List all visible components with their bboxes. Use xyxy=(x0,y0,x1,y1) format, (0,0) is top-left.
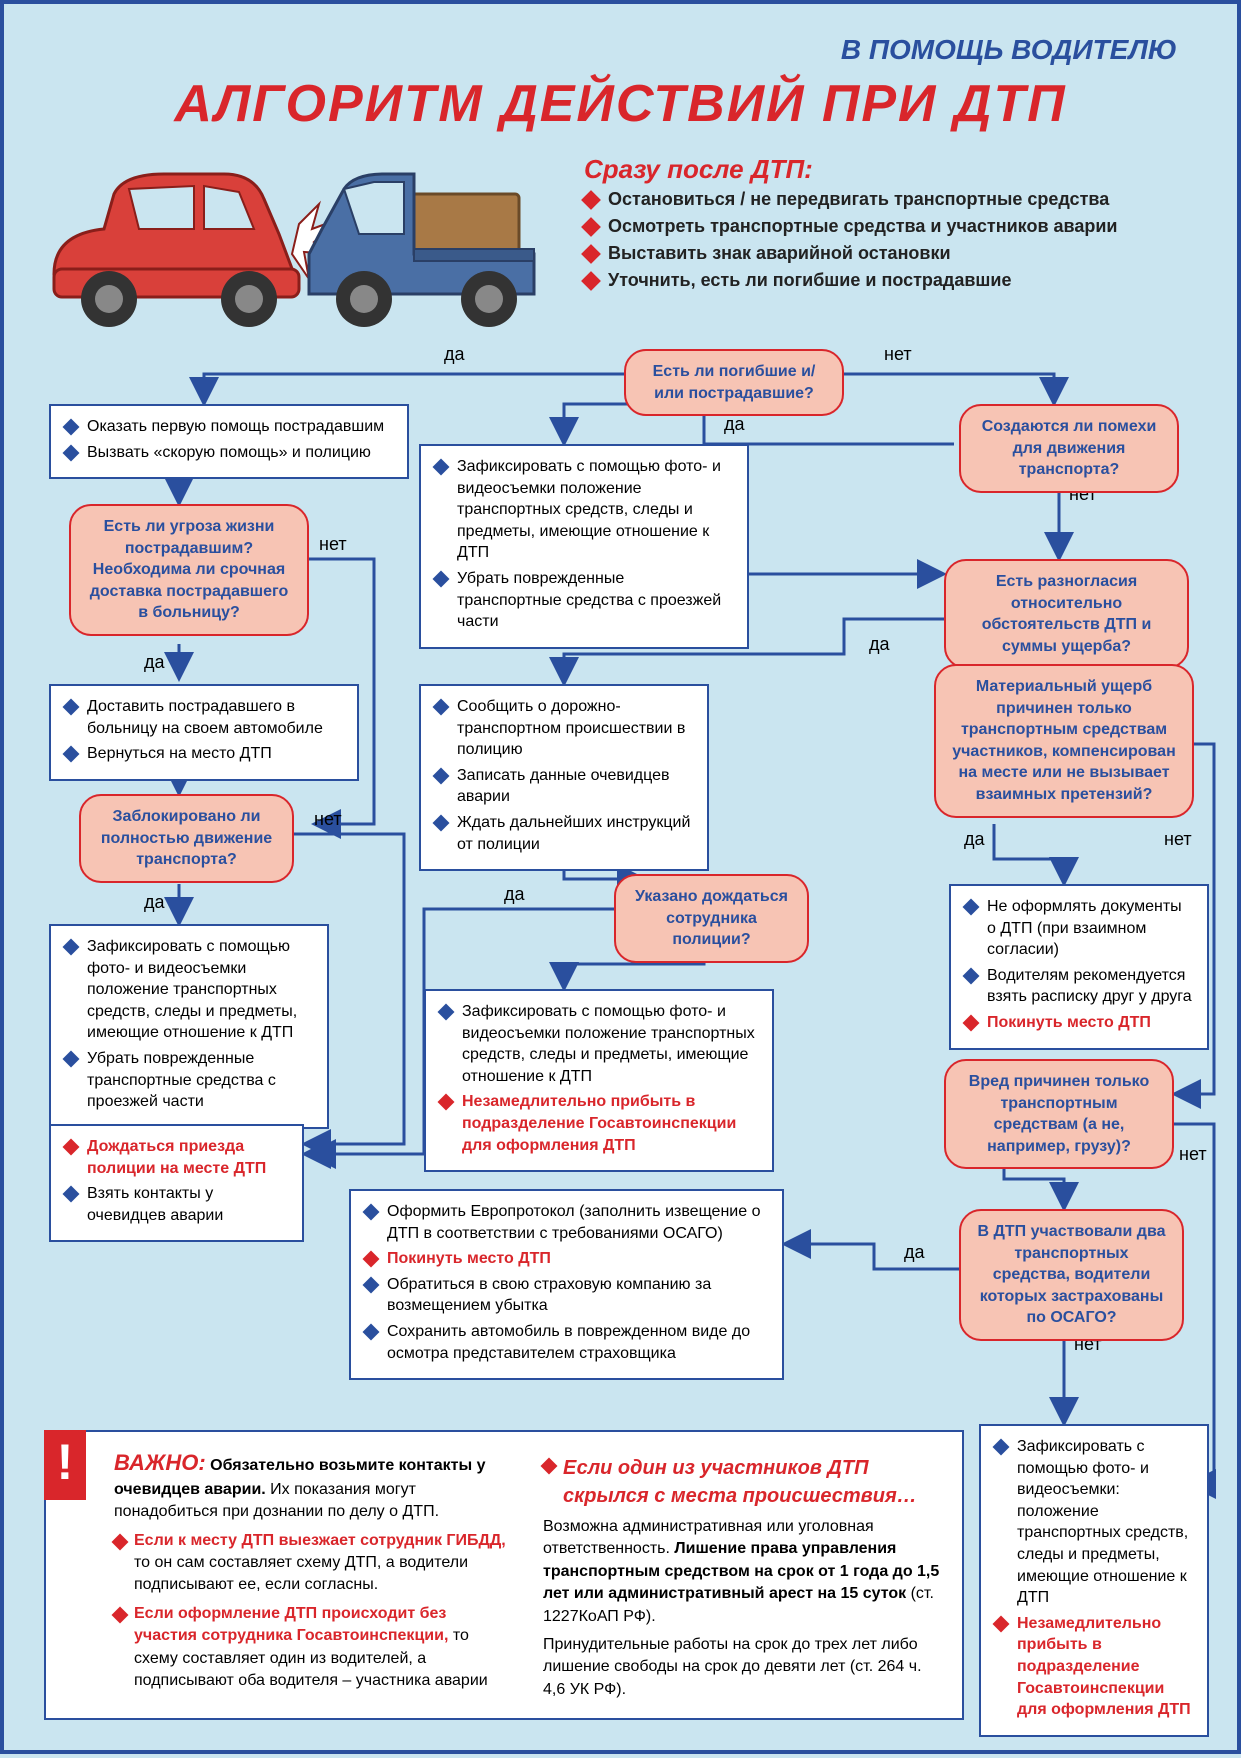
lbl-yes: да xyxy=(144,652,165,673)
lbl-yes: да xyxy=(144,892,165,913)
action-first-aid: Оказать первую помощь пострадавшим Вызва… xyxy=(49,404,409,479)
col1-b1-rest: то он сам составляет схему ДТП, а водите… xyxy=(134,1554,468,1593)
footer-panel: ! ВАЖНО: Обязательно возьмите контакты у… xyxy=(44,1430,964,1720)
decision-life-threat: Есть ли угроза жизни пострадавшим? Необх… xyxy=(69,504,309,636)
decision-traffic-obstruct: Создаются ли помехи для движения транспо… xyxy=(959,404,1179,493)
lbl-yes: да xyxy=(904,1242,925,1263)
after-title: Сразу после ДТП: xyxy=(584,154,813,185)
lbl-no: нет xyxy=(1179,1144,1207,1165)
decision-traffic-blocked: Заблокировано ли полностью движение тран… xyxy=(79,794,294,883)
action-photo-go-gai-2: Зафиксировать с помощью фото- и видеосъе… xyxy=(979,1424,1209,1737)
lbl-yes: да xyxy=(964,829,985,850)
lbl-no: нет xyxy=(1164,829,1192,850)
action-photo-go-gai: Зафиксировать с помощью фото- и видеосъе… xyxy=(424,989,774,1172)
action-report-police: Сообщить о дорожно-транспортном происшес… xyxy=(419,684,709,871)
lbl-yes: да xyxy=(724,414,745,435)
cars-illustration xyxy=(44,134,544,334)
decision-disagreement: Есть разногласия относительно обстоятель… xyxy=(944,559,1189,669)
lbl-yes: да xyxy=(444,344,465,365)
lbl-yes: да xyxy=(504,884,525,905)
main-title: АЛГОРИТМ ДЕЙСТВИЙ ПРИ ДТП xyxy=(4,74,1237,134)
action-photo-clear-1: Зафиксировать с помощью фото- и видеосъе… xyxy=(49,924,329,1129)
decision-casualties: Есть ли погибшие и/или пострадавшие? xyxy=(624,349,844,416)
action-deliver-hospital: Доставить пострадавшего в больницу на св… xyxy=(49,684,359,781)
lbl-yes: да xyxy=(869,634,890,655)
action-no-paperwork: Не оформлять документы о ДТП (при взаимн… xyxy=(949,884,1209,1050)
lbl-no: нет xyxy=(319,534,347,555)
action-wait-police: Дождаться приезда полиции на месте ДТП В… xyxy=(49,1124,304,1242)
supertitle: В ПОМОЩЬ ВОДИТЕЛЮ xyxy=(4,34,1237,66)
exclamation-icon: ! xyxy=(44,1430,86,1500)
col2-text1: Возможна административная или уголовная … xyxy=(543,1518,939,1625)
decision-damage-vehicles-only: Материальный ущерб причинен только транс… xyxy=(934,664,1194,818)
decision-wait-officer: Указано дождаться сотрудника полиции? xyxy=(614,874,809,963)
action-photo-clear-2: Зафиксировать с помощью фото- и видеосъе… xyxy=(419,444,749,649)
lbl-no: нет xyxy=(314,809,342,830)
decision-damage-property: Вред причинен только транспортным средст… xyxy=(944,1059,1174,1169)
decision-two-osago: В ДТП участвовали два транспортных средс… xyxy=(959,1209,1184,1341)
after-list: Остановиться / не передвигать транспортн… xyxy=(584,189,1204,297)
action-europrotocol: Оформить Европротокол (заполнить извещен… xyxy=(349,1189,784,1380)
lbl-no: нет xyxy=(884,344,912,365)
